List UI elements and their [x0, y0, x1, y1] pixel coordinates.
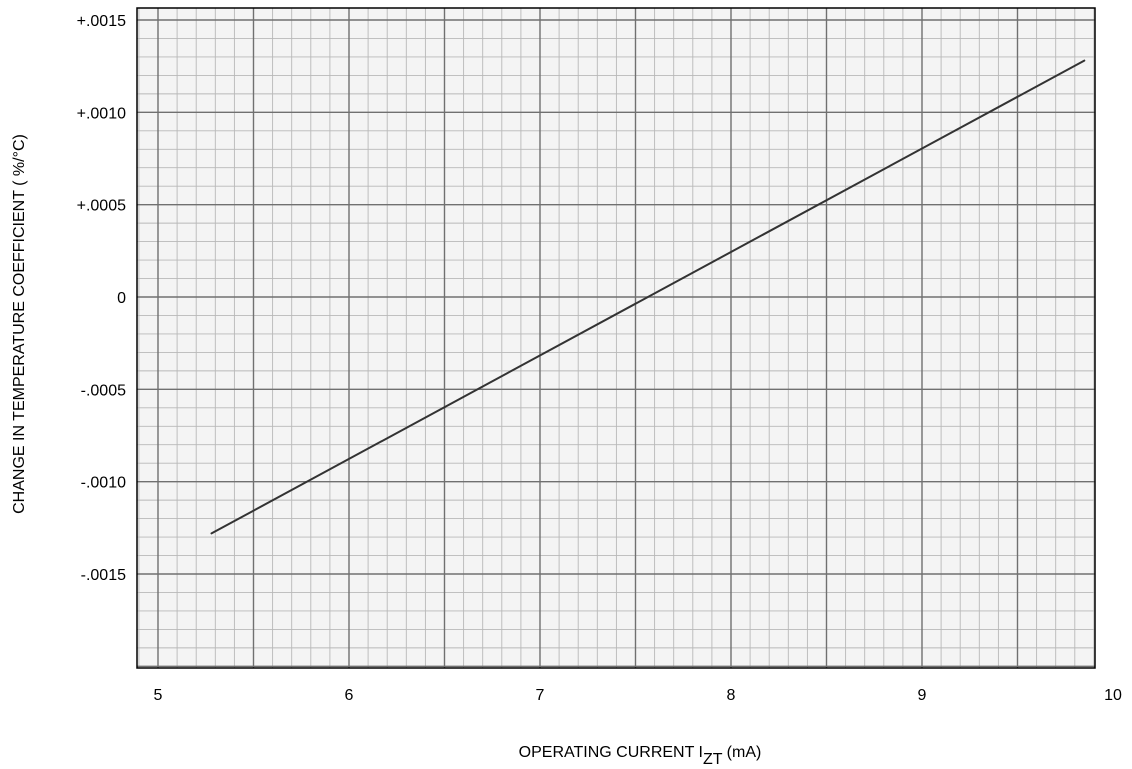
series-line-1	[210, 59, 1086, 535]
y-tick-label: +.0005	[77, 198, 126, 215]
y-tick-labels: +.0015 +.0010 +.0005 0 -.0005 -.0010 -.0015	[77, 13, 126, 584]
x-tick-label: 9	[918, 687, 927, 704]
x-tick-labels: 5 6 7 8 9 10	[154, 687, 1122, 704]
x-tick-label: 6	[345, 687, 354, 704]
y-tick-label: -.0010	[81, 475, 126, 492]
y-tick-label: 0	[117, 290, 126, 307]
minor-gridlines	[137, 8, 1095, 668]
x-axis-title-subscript: ZT	[703, 751, 723, 768]
y-tick-label: +.0015	[77, 13, 126, 30]
y-tick-label: -.0015	[81, 567, 126, 584]
y-axis-title: CHANGE IN TEMPERATURE COEFFICIENT ( %/°C…	[11, 134, 28, 514]
x-tick-label: 5	[154, 687, 163, 704]
x-tick-label: 8	[727, 687, 736, 704]
x-axis-title-unit: (mA)	[722, 744, 761, 761]
y-tick-label: -.0005	[81, 382, 126, 399]
x-axis-title: OPERATING CURRENT IZT (mA)	[519, 744, 762, 768]
series-layer	[210, 59, 1086, 535]
y-tick-label: +.0010	[77, 105, 126, 122]
major-gridlines	[137, 8, 1095, 668]
plot-frame	[136, 7, 1096, 669]
x-axis-title-main: OPERATING CURRENT I	[519, 744, 703, 761]
x-tick-label: 10	[1104, 687, 1122, 704]
x-tick-label: 7	[536, 687, 545, 704]
